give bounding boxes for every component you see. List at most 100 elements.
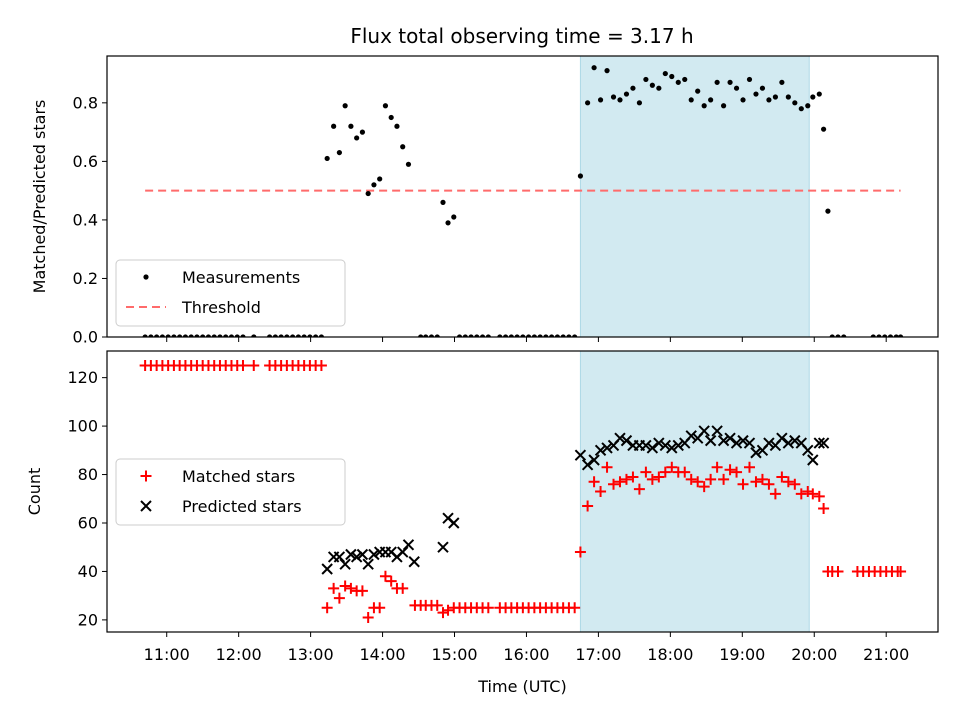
- measurement-point: [841, 334, 847, 337]
- matched-star-point: [582, 500, 594, 512]
- measurement-point: [171, 334, 177, 337]
- predicted-star-point: [666, 442, 678, 454]
- top-panel: 0.0 0.2 0.4 0.6 0.8 Matched/Predicted stars Me…: [30, 55, 939, 347]
- legend-box: [115, 259, 346, 327]
- measurement-point: [746, 76, 753, 83]
- matched-star-point: [482, 602, 494, 614]
- predicted-star-point: [698, 425, 710, 437]
- measurement-point: [554, 334, 560, 337]
- measurement-point: [331, 123, 337, 129]
- matched-star-point: [832, 565, 844, 577]
- measurement-point: [893, 334, 899, 337]
- matched-star-point: [818, 502, 830, 514]
- measurement-point: [897, 334, 904, 337]
- y-tick-label: 100: [67, 417, 98, 436]
- x-tick-label: 14:00: [360, 645, 406, 664]
- measurement-point: [177, 334, 183, 337]
- measurement-point: [733, 85, 740, 91]
- measurement-point: [394, 123, 400, 129]
- predicted-star-point: [807, 454, 819, 466]
- measurement-point: [617, 97, 623, 103]
- y-tick-label: 20: [78, 610, 98, 629]
- y-tick-label: 0.8: [73, 93, 98, 112]
- measurement-point: [876, 334, 882, 337]
- predicted-star-point: [763, 437, 775, 449]
- measurement-point: [418, 334, 424, 337]
- matched-star-point: [321, 602, 333, 614]
- matched-star-point: [437, 607, 449, 619]
- measurement-point: [371, 182, 377, 188]
- measurement-point: [537, 334, 543, 337]
- measurement-point: [591, 65, 597, 71]
- measurement-point: [720, 103, 727, 109]
- observing-span: [579, 350, 810, 633]
- matched-star-point: [756, 473, 768, 485]
- legend-measurements-label: Measurements: [182, 268, 300, 287]
- matched-star-point: [595, 486, 607, 497]
- x-tick-label: 16:00: [503, 645, 549, 664]
- y-tick-label: 0.6: [73, 152, 98, 171]
- predicted-star-point: [321, 563, 333, 575]
- measurement-point: [428, 334, 435, 337]
- measurement-point: [772, 94, 778, 100]
- measurement-point: [445, 220, 451, 226]
- measurement-point: [440, 199, 446, 205]
- legend: Matched stars Predicted stars: [115, 458, 346, 526]
- measurement-point: [835, 334, 841, 337]
- matched-star-point: [627, 471, 639, 483]
- predicted-star-point: [345, 548, 357, 561]
- measurement-point: [792, 100, 798, 106]
- measurement-point: [336, 149, 342, 156]
- predicted-star-point: [653, 437, 665, 449]
- measurement-point: [251, 334, 257, 337]
- measurement-point: [805, 103, 811, 109]
- matched-star-point: [718, 473, 730, 485]
- predicted-star-point: [730, 437, 743, 449]
- measurement-point: [400, 144, 406, 150]
- measurement-point: [318, 334, 325, 337]
- predicted-star-point: [750, 447, 762, 459]
- predicted-star-point: [640, 439, 652, 452]
- measurement-point: [887, 334, 894, 337]
- measurement-point: [531, 334, 537, 337]
- measurement-point: [485, 334, 491, 337]
- measurement-point: [701, 103, 707, 109]
- measurement-point: [740, 97, 746, 103]
- measurement-point: [223, 334, 229, 337]
- predicted-star-point: [685, 430, 697, 442]
- axes-frame: [106, 55, 939, 338]
- axes-frame: [106, 350, 939, 633]
- plot-area: [142, 65, 904, 337]
- matched-star-point: [646, 473, 658, 485]
- measurement-point: [508, 334, 514, 337]
- matched-star-point: [601, 461, 613, 473]
- measurement-point: [675, 79, 681, 85]
- measurement-point: [810, 94, 816, 100]
- y-tick-label: 40: [78, 562, 98, 581]
- measurement-point: [423, 334, 429, 337]
- predicted-star-point: [581, 459, 594, 471]
- predicted-star-point: [402, 539, 415, 551]
- measurement-point: [217, 334, 223, 337]
- matched-star-point: [737, 478, 749, 490]
- measurement-point: [753, 91, 759, 97]
- predicted-star-point: [711, 425, 723, 437]
- legend: Measurements Threshold: [115, 259, 346, 327]
- observing-span: [579, 55, 810, 338]
- measurement-point: [194, 334, 200, 337]
- measurement-point: [526, 334, 532, 337]
- predicted-star-point: [408, 556, 420, 568]
- predicted-star-point: [717, 434, 730, 447]
- measurement-point: [577, 173, 584, 179]
- measurement-point: [727, 79, 733, 85]
- measurement-point: [585, 100, 591, 106]
- predicted-star-point: [802, 444, 814, 457]
- predicted-star-point: [437, 541, 449, 553]
- x-tick-label: 20:00: [791, 645, 837, 664]
- predicted-star-point: [620, 434, 633, 447]
- measurement-point: [636, 100, 643, 106]
- x-tick-label: 21:00: [863, 645, 909, 664]
- measurement-point: [324, 155, 330, 162]
